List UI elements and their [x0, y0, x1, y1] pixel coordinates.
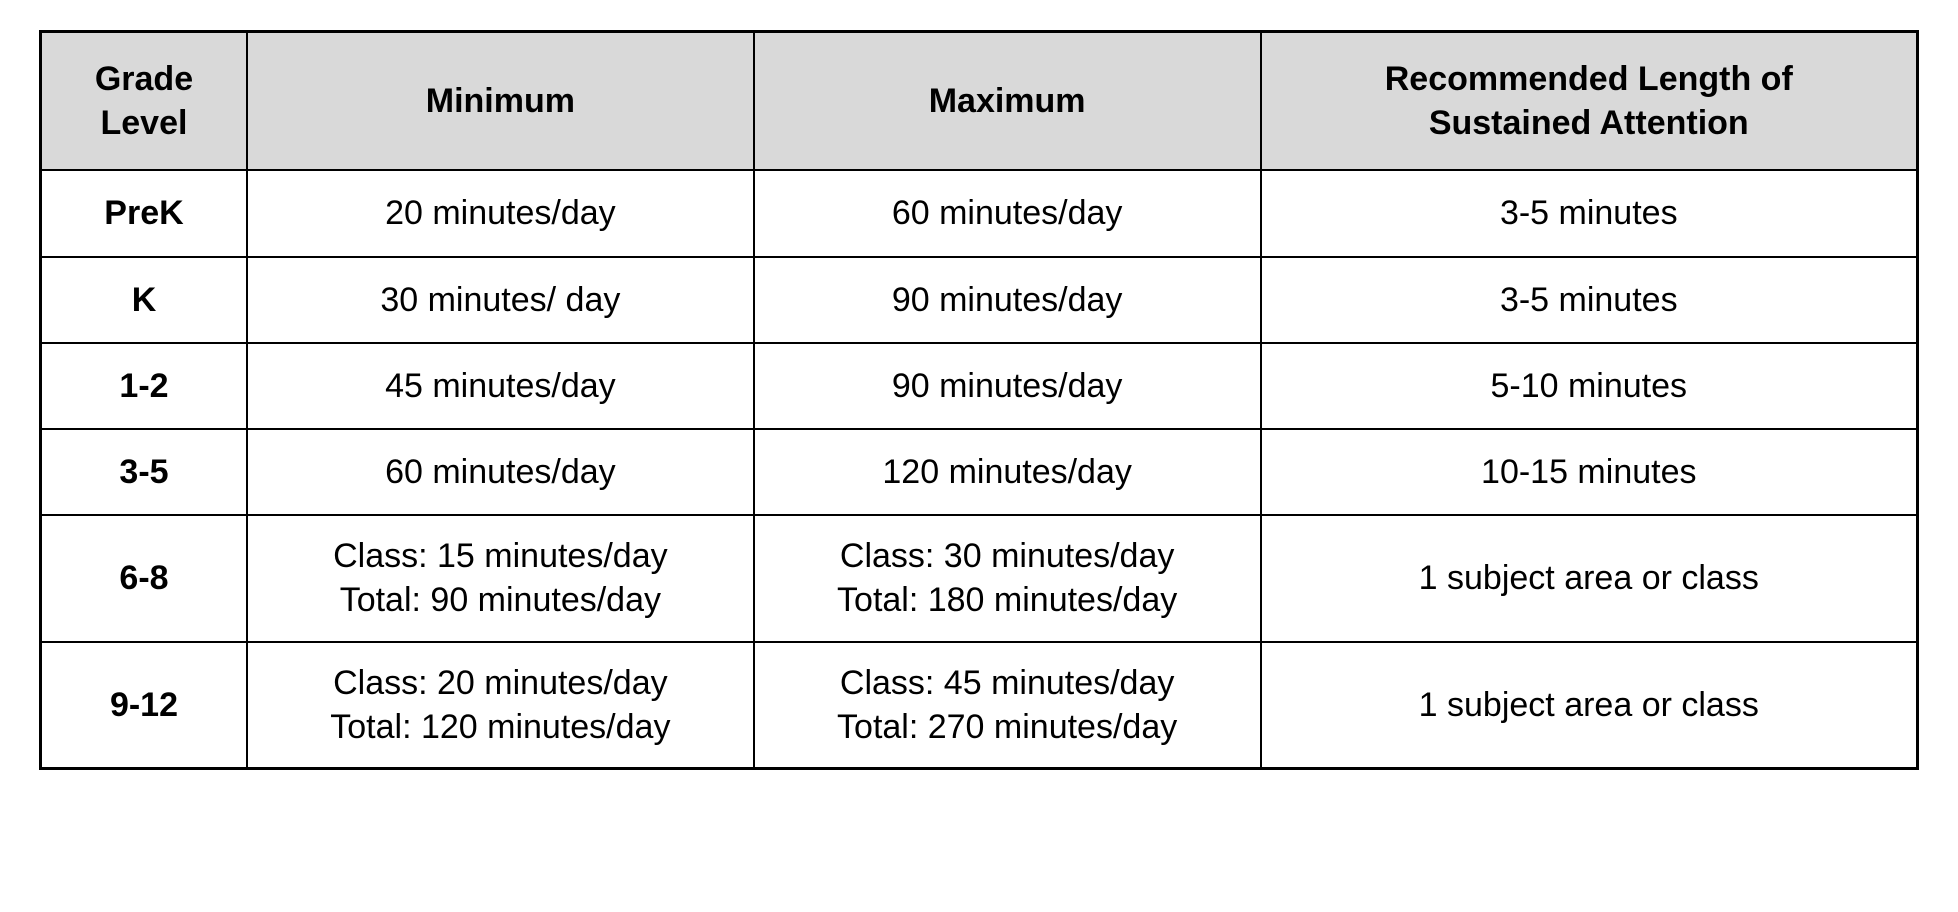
- max-cell: 90 minutes/day: [754, 257, 1261, 343]
- table-row: 1-2 45 minutes/day 90 minutes/day 5-10 m…: [41, 343, 1918, 429]
- min-cell: Class: 20 minutes/day Total: 120 minutes…: [247, 642, 754, 769]
- min-cell: 60 minutes/day: [247, 429, 754, 515]
- table-header: Grade Level Minimum Maximum Recommended …: [41, 32, 1918, 171]
- table-row: K 30 minutes/ day 90 minutes/day 3-5 min…: [41, 257, 1918, 343]
- max-cell: Class: 45 minutes/day Total: 270 minutes…: [754, 642, 1261, 769]
- attn-cell: 5-10 minutes: [1261, 343, 1918, 429]
- max-cell: 60 minutes/day: [754, 170, 1261, 256]
- header-minimum: Minimum: [247, 32, 754, 171]
- max-cell: Class: 30 minutes/day Total: 180 minutes…: [754, 515, 1261, 641]
- grade-cell: 3-5: [41, 429, 247, 515]
- grade-time-table: Grade Level Minimum Maximum Recommended …: [39, 30, 1919, 770]
- table-row: 9-12 Class: 20 minutes/day Total: 120 mi…: [41, 642, 1918, 769]
- grade-cell: PreK: [41, 170, 247, 256]
- min-cell: 20 minutes/day: [247, 170, 754, 256]
- min-cell: Class: 15 minutes/day Total: 90 minutes/…: [247, 515, 754, 641]
- attn-cell: 1 subject area or class: [1261, 642, 1918, 769]
- attn-cell: 3-5 minutes: [1261, 257, 1918, 343]
- table-row: 3-5 60 minutes/day 120 minutes/day 10-15…: [41, 429, 1918, 515]
- min-cell: 30 minutes/ day: [247, 257, 754, 343]
- grade-cell: K: [41, 257, 247, 343]
- max-cell: 90 minutes/day: [754, 343, 1261, 429]
- grade-cell: 9-12: [41, 642, 247, 769]
- header-grade: Grade Level: [41, 32, 247, 171]
- grade-cell: 6-8: [41, 515, 247, 641]
- min-cell: 45 minutes/day: [247, 343, 754, 429]
- table-row: PreK 20 minutes/day 60 minutes/day 3-5 m…: [41, 170, 1918, 256]
- grade-cell: 1-2: [41, 343, 247, 429]
- max-cell: 120 minutes/day: [754, 429, 1261, 515]
- header-attention: Recommended Length of Sustained Attentio…: [1261, 32, 1918, 171]
- header-maximum: Maximum: [754, 32, 1261, 171]
- attn-cell: 10-15 minutes: [1261, 429, 1918, 515]
- table-header-row: Grade Level Minimum Maximum Recommended …: [41, 32, 1918, 171]
- attn-cell: 3-5 minutes: [1261, 170, 1918, 256]
- table-body: PreK 20 minutes/day 60 minutes/day 3-5 m…: [41, 170, 1918, 768]
- attn-cell: 1 subject area or class: [1261, 515, 1918, 641]
- table-row: 6-8 Class: 15 minutes/day Total: 90 minu…: [41, 515, 1918, 641]
